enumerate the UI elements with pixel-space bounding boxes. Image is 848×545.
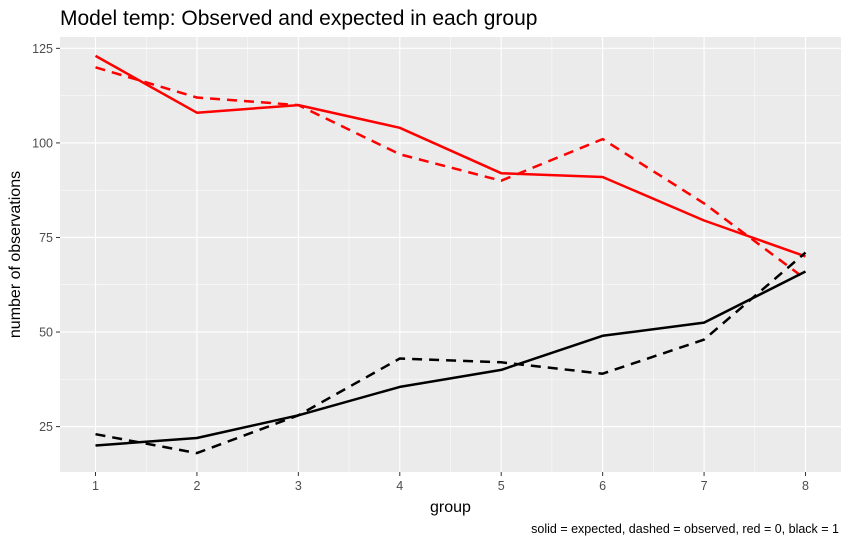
x-tick-label: 5	[498, 479, 505, 493]
x-tick-label: 4	[396, 479, 403, 493]
x-tick-label: 1	[92, 479, 99, 493]
x-tick-label: 3	[295, 479, 302, 493]
x-tick-label: 2	[193, 479, 200, 493]
y-tick-label: 75	[39, 231, 53, 245]
x-axis-ticks: 1 2 3 4 5 6 7 8	[92, 472, 809, 493]
grid-minor	[60, 37, 841, 472]
black-solid-series-line	[95, 270, 807, 447]
y-tick-label: 125	[32, 42, 53, 56]
x-tick-label: 6	[599, 479, 606, 493]
red-solid-series-line	[94, 54, 806, 258]
black-dashed-series-line	[95, 251, 807, 455]
red-dashed-series-line	[95, 66, 807, 281]
y-axis-title: number of observations	[7, 171, 24, 338]
chart-title: Model temp: Observed and expected in eac…	[60, 7, 537, 30]
grid-major	[60, 37, 841, 472]
series-layer	[94, 54, 807, 455]
caption: solid = expected, dashed = observed, red…	[531, 522, 839, 536]
x-tick-label: 7	[701, 479, 708, 493]
y-tick-label: 50	[39, 326, 53, 340]
y-axis-ticks: 25 50 75 100 125	[32, 42, 60, 434]
y-tick-label: 25	[39, 420, 53, 434]
y-tick-label: 100	[32, 136, 53, 150]
x-tick-label: 8	[802, 479, 809, 493]
x-axis-title: group	[430, 499, 471, 516]
